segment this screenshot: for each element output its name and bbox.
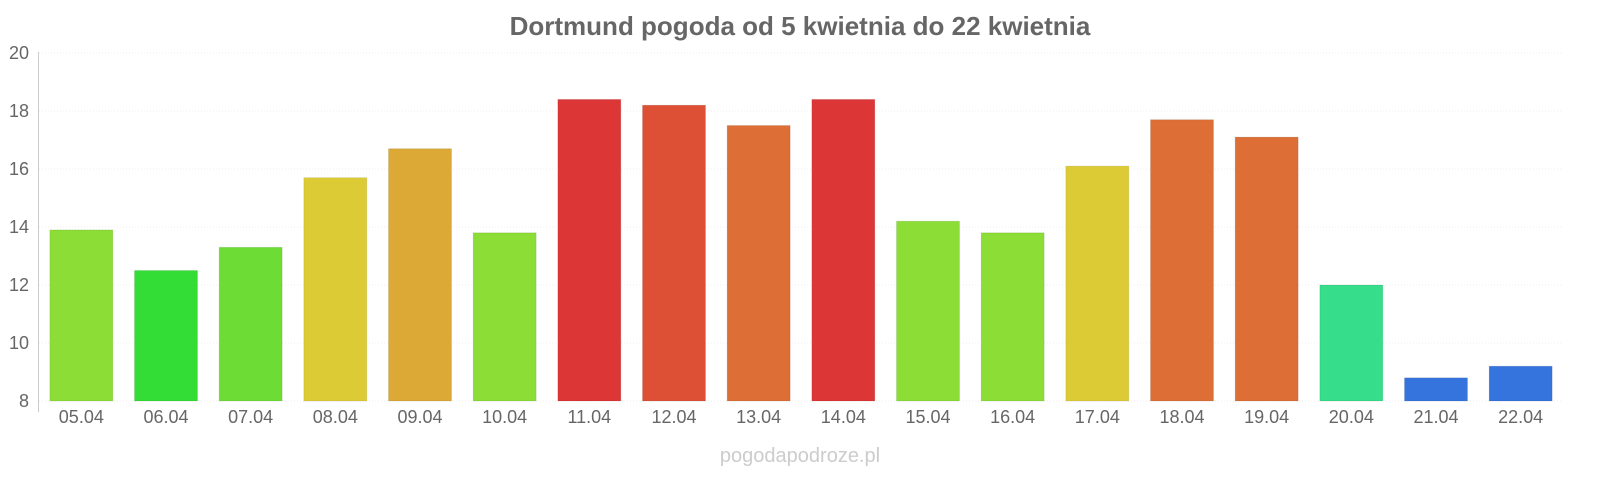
x-tick-label: 06.04 (143, 407, 188, 427)
bar-20.04[interactable] (1319, 284, 1384, 402)
bar-06.04[interactable] (134, 270, 198, 402)
bar-16.04[interactable] (980, 232, 1045, 402)
x-tick-label: 15.04 (905, 407, 950, 427)
y-tick-label: 18 (9, 101, 29, 121)
bar-17.04[interactable] (1065, 165, 1130, 402)
x-tick-label: 11.04 (567, 407, 611, 427)
y-tick-label: 10 (9, 333, 29, 353)
y-tick-label: 14 (9, 217, 29, 237)
watermark: pogodapodroze.pl (720, 445, 880, 467)
x-tick-label: 09.04 (397, 407, 442, 427)
x-tick-label: 18.04 (1159, 407, 1204, 427)
bar-19.04[interactable] (1234, 136, 1299, 402)
bar-05.04[interactable] (49, 229, 114, 402)
y-tick-label: 20 (9, 43, 29, 63)
x-tick-label: 21.04 (1413, 407, 1458, 427)
x-tick-label: 19.04 (1244, 407, 1289, 427)
x-tick-label: 08.04 (313, 407, 358, 427)
x-tick-label: 22.04 (1498, 407, 1543, 427)
bar-14.04[interactable] (811, 98, 876, 402)
bar-21.04[interactable] (1404, 377, 1468, 402)
bar-11.04[interactable] (557, 98, 622, 402)
bar-22.04[interactable] (1488, 365, 1553, 402)
x-tick-label: 12.04 (651, 407, 696, 427)
bar-13.04[interactable] (726, 125, 791, 402)
x-tick-label: 20.04 (1329, 407, 1374, 427)
y-tick-label: 8 (19, 391, 29, 411)
bar-08.04[interactable] (303, 177, 368, 402)
bar-10.04[interactable] (472, 232, 537, 402)
bar-09.04[interactable] (388, 148, 452, 402)
bar-15.04[interactable] (896, 220, 960, 402)
bar-12.04[interactable] (642, 104, 706, 402)
x-tick-label: 13.04 (736, 407, 781, 427)
x-tick-label: 17.04 (1075, 407, 1120, 427)
bar-07.04[interactable] (218, 246, 283, 402)
y-tick-label: 12 (9, 275, 29, 295)
bar-18.04[interactable] (1150, 119, 1214, 402)
x-tick-label: 14.04 (821, 407, 866, 427)
x-tick-label: 07.04 (228, 407, 273, 427)
y-tick-label: 16 (9, 159, 29, 179)
x-tick-label: 05.04 (59, 407, 104, 427)
x-tick-label: 10.04 (482, 407, 527, 427)
x-tick-label: 16.04 (990, 407, 1035, 427)
chart-title: Dortmund pogoda od 5 kwietnia do 22 kwie… (510, 11, 1091, 41)
